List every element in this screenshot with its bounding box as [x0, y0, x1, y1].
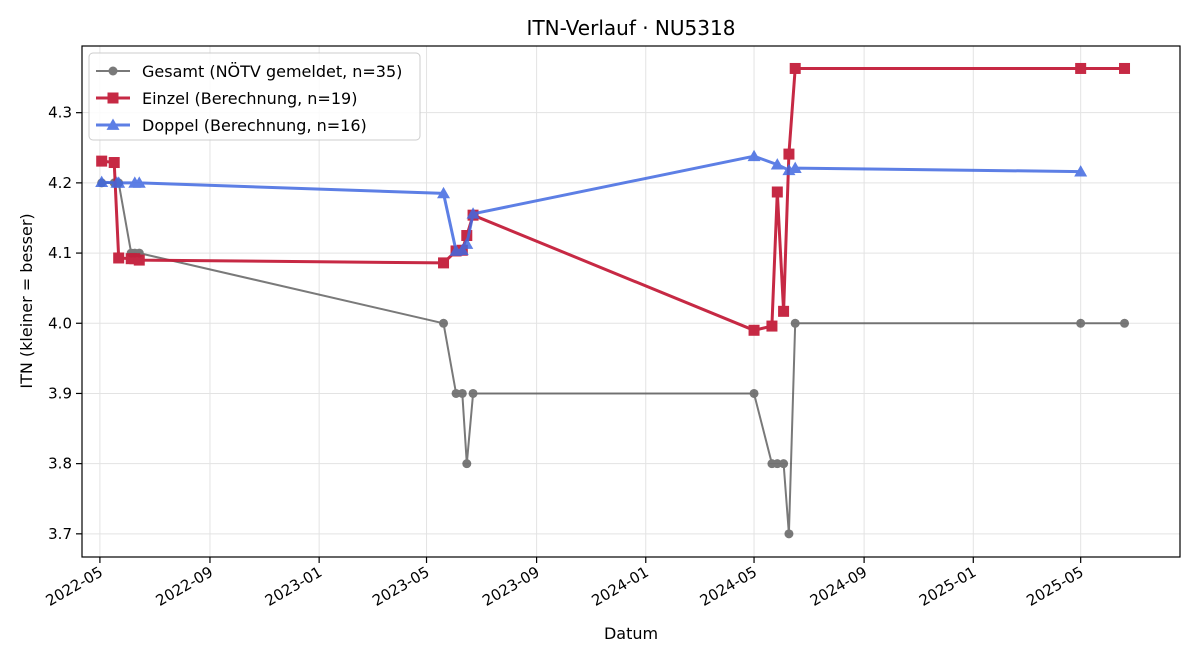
x-tick-label: 2023-05: [369, 563, 432, 610]
legend-marker-gesamt: [108, 66, 118, 76]
x-tick-label: 2024-05: [697, 563, 760, 610]
legend-box: [88, 52, 421, 141]
data-point-gesamt: [779, 459, 789, 469]
legend-label-einzel: Einzel (Berechnung, n=19): [142, 89, 357, 108]
data-point-einzel: [789, 62, 801, 74]
data-point-gesamt: [1120, 318, 1130, 328]
series-layer: [95, 62, 1131, 539]
x-tick-label: 2025-01: [916, 563, 979, 610]
legend-marker-doppel: [106, 118, 120, 130]
y-axis-title: ITN (kleiner = besser): [17, 213, 36, 388]
data-point-einzel: [783, 148, 795, 160]
data-point-doppel: [747, 149, 761, 162]
data-point-doppel: [132, 176, 146, 188]
legend-label-gesamt: Gesamt (NÖTV gemeldet, n=35): [142, 62, 402, 81]
plot-area-frame: [81, 45, 1181, 558]
legend-swatch-gesamt: [96, 66, 130, 76]
data-point-einzel: [778, 305, 790, 317]
data-point-einzel: [461, 230, 473, 242]
legend-entry-gesamt: Gesamt (NÖTV gemeldet, n=35): [96, 62, 402, 81]
data-point-gesamt: [457, 388, 467, 398]
y-tick-label: 3.7: [48, 525, 72, 543]
x-tick-label: 2024-09: [807, 563, 870, 610]
data-point-gesamt: [784, 529, 794, 539]
data-point-einzel: [766, 320, 778, 332]
x-tick-label: 2022-09: [153, 563, 216, 610]
legend-swatch-einzel: [96, 92, 130, 104]
data-point-gesamt: [451, 388, 461, 398]
x-tick-label: 2022-05: [43, 563, 106, 610]
y-tick-label: 4.0: [48, 314, 72, 332]
data-point-einzel: [108, 157, 120, 169]
y-tick-label: 4.2: [48, 174, 72, 192]
series-gesamt: [97, 178, 1130, 539]
x-tick-label: 2023-09: [479, 563, 542, 610]
data-point-gesamt: [462, 459, 472, 469]
data-point-doppel: [788, 161, 802, 174]
data-point-gesamt: [772, 459, 782, 469]
data-point-einzel: [438, 257, 450, 269]
data-point-einzel: [96, 155, 108, 167]
data-point-doppel: [95, 175, 109, 188]
legend-marker-einzel: [107, 92, 119, 104]
x-tick-label: 2023-01: [262, 563, 325, 610]
legend: Gesamt (NÖTV gemeldet, n=35) Einzel (Bere…: [88, 52, 421, 141]
data-point-einzel: [1075, 62, 1087, 74]
data-point-doppel: [112, 176, 126, 188]
legend-label-doppel: Doppel (Berechnung, n=16): [142, 116, 367, 135]
y-tick-label: 3.9: [48, 384, 72, 402]
legend-entry-doppel: Doppel (Berechnung, n=16): [96, 116, 367, 135]
y-tick-label: 4.3: [48, 104, 72, 122]
data-point-gesamt: [468, 388, 478, 398]
y-tick-label: 4.1: [48, 244, 72, 262]
series-line-gesamt: [101, 181, 1125, 535]
data-point-gesamt: [1076, 318, 1086, 328]
data-point-einzel: [1119, 62, 1131, 74]
series-einzel: [96, 62, 1131, 336]
data-point-doppel: [437, 186, 451, 199]
data-point-doppel: [460, 237, 474, 249]
data-point-doppel: [770, 158, 784, 170]
data-point-gesamt: [749, 388, 759, 398]
chart-title: ITN-Verlauf · NU5318: [527, 16, 736, 40]
data-point-einzel: [771, 186, 783, 198]
legend-entry-einzel: Einzel (Berechnung, n=19): [96, 89, 357, 108]
data-point-einzel: [748, 324, 760, 336]
x-axis-title: Datum: [604, 624, 658, 643]
data-point-doppel: [1074, 165, 1088, 177]
y-tick-label: 3.8: [48, 455, 72, 473]
data-point-doppel: [466, 207, 480, 219]
x-tick-label: 2025-05: [1023, 563, 1086, 610]
data-point-gesamt: [439, 318, 449, 328]
x-tick-label: 2024-01: [588, 563, 651, 610]
series-doppel: [95, 149, 1088, 256]
series-line-doppel: [101, 154, 1081, 253]
data-point-gesamt: [790, 318, 800, 328]
data-point-einzel: [113, 252, 125, 264]
legend-swatch-doppel: [96, 118, 130, 130]
data-point-einzel: [133, 254, 145, 266]
data-point-doppel: [455, 243, 469, 256]
